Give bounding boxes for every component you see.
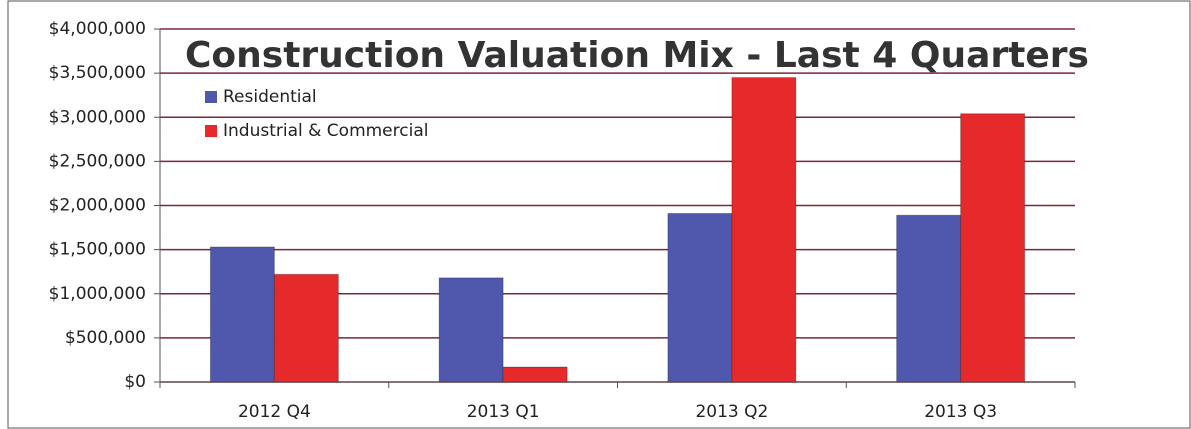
- legend-swatch: [205, 125, 217, 137]
- y-tick-label: $1,000,000: [49, 284, 146, 304]
- y-tick-label: $1,500,000: [49, 240, 146, 260]
- bar: [960, 113, 1026, 383]
- y-tick-label: $2,500,000: [49, 151, 146, 171]
- y-tick-label: $4,000,000: [49, 19, 146, 39]
- bar: [667, 212, 733, 383]
- bar: [896, 214, 962, 383]
- bar: [502, 366, 568, 383]
- bars: [209, 77, 1026, 383]
- x-tick-label: 2013 Q1: [467, 402, 540, 422]
- y-tick-label: $3,000,000: [49, 107, 146, 127]
- legend-swatch: [205, 91, 217, 103]
- y-tick-label: $0: [124, 372, 146, 392]
- legend-label: Residential: [223, 87, 317, 107]
- legend-label: Industrial & Commercial: [223, 121, 428, 141]
- x-tick-label: 2013 Q2: [695, 402, 768, 422]
- bar: [273, 273, 339, 383]
- chart-title: Construction Valuation Mix - Last 4 Quar…: [185, 35, 1089, 76]
- y-tick-label: $2,000,000: [49, 196, 146, 216]
- x-tick-label: 2013 Q3: [924, 402, 997, 422]
- x-tick-label: 2012 Q4: [238, 402, 311, 422]
- y-tick-label: $3,500,000: [49, 63, 146, 83]
- y-tick-label: $500,000: [65, 328, 146, 348]
- bar: [209, 246, 275, 383]
- bar: [438, 277, 504, 383]
- bar: [731, 77, 797, 383]
- legend: Residential Industrial & Commercial: [205, 87, 428, 141]
